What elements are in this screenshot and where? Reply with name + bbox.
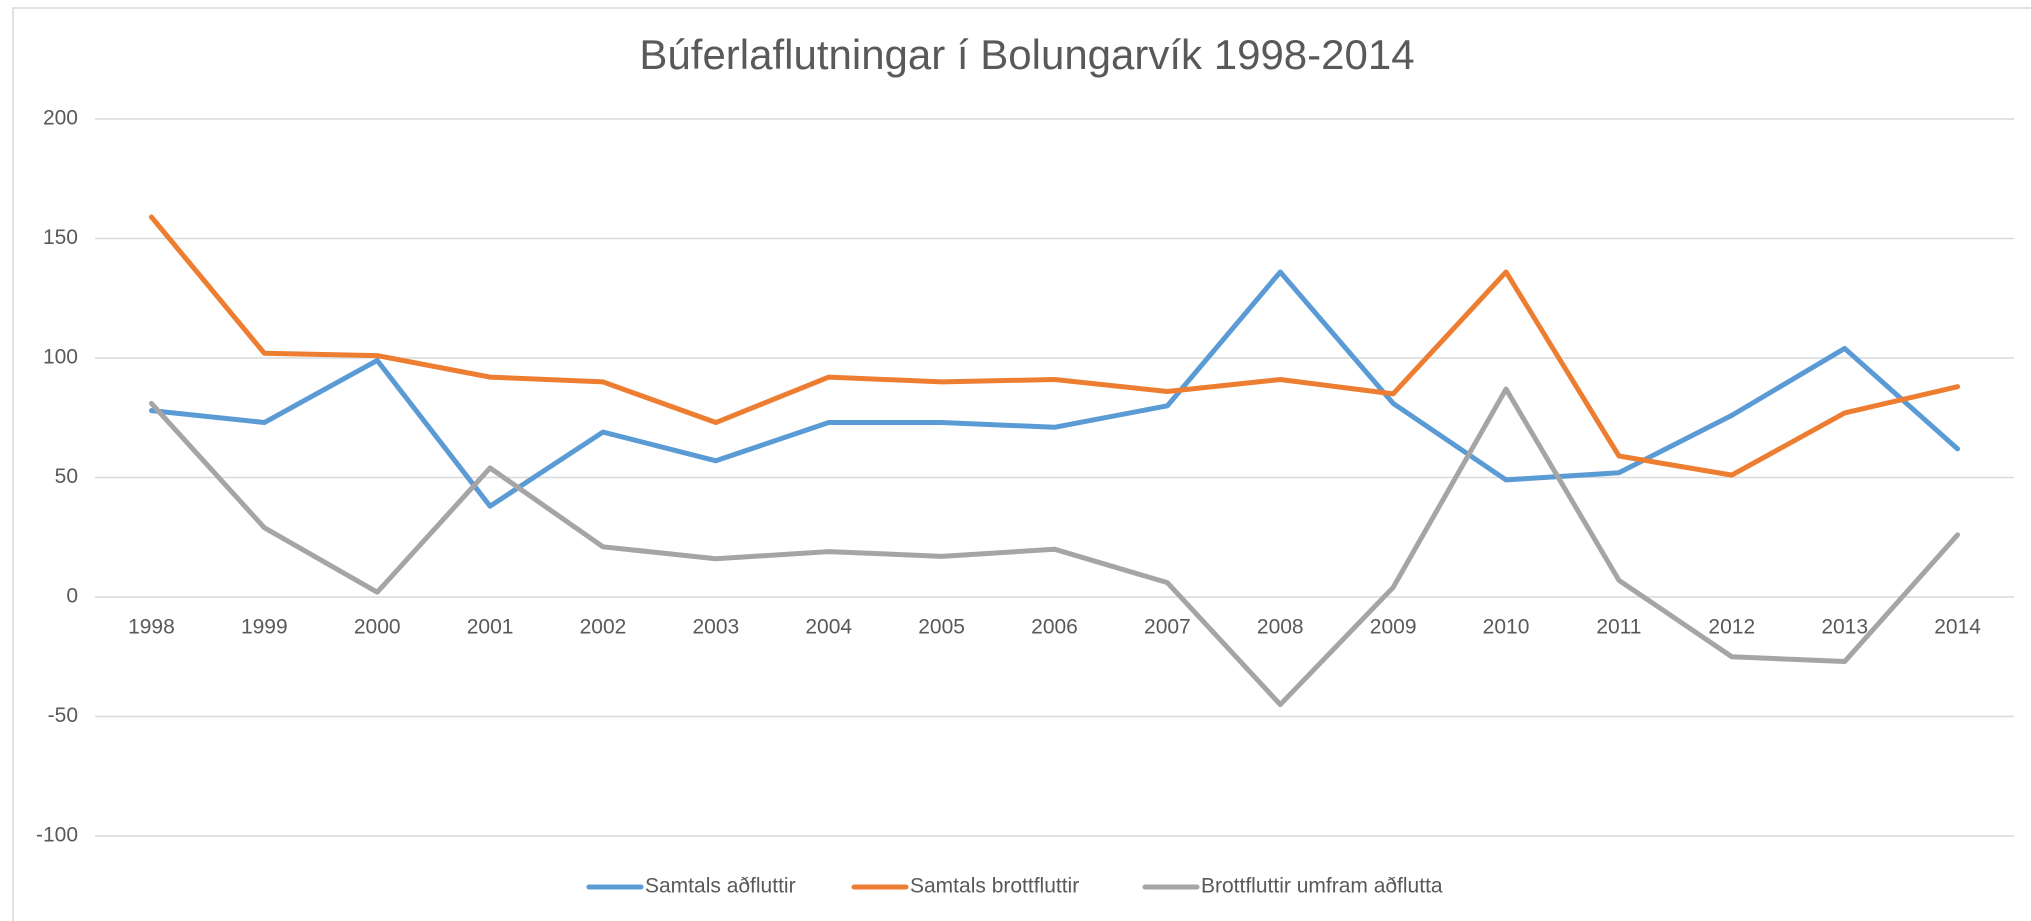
x-tick-label: 2004 [805, 616, 852, 639]
series-line [148, 269, 1961, 509]
x-tick-label: 2006 [1031, 616, 1078, 639]
y-tick-label: 200 [43, 107, 78, 130]
x-tick-label: 2000 [354, 616, 401, 639]
x-tick-label: 2014 [1934, 616, 1981, 639]
x-tick-label: 2001 [467, 616, 514, 639]
x-tick-label: 1998 [128, 616, 175, 639]
y-tick-label: -50 [48, 704, 78, 727]
y-tick-label: 150 [43, 226, 78, 249]
series-line [148, 214, 1961, 478]
series-line [148, 386, 1961, 708]
legend-label: Samtals aðfluttir [645, 875, 796, 898]
x-tick-label: 2003 [692, 616, 739, 639]
x-tick-label: 2009 [1370, 616, 1417, 639]
x-tick-label: 2013 [1821, 616, 1868, 639]
x-tick-label: 2011 [1596, 616, 1641, 639]
y-tick-label: 100 [43, 346, 78, 369]
x-tick-label: 2007 [1144, 616, 1191, 639]
legend-label: Samtals brottfluttir [910, 875, 1079, 898]
x-tick-label: 1999 [241, 616, 288, 639]
y-tick-label: 0 [66, 585, 78, 608]
chart-frame [12, 7, 2031, 921]
y-tick-label: -100 [36, 824, 78, 847]
x-tick-label: 2010 [1483, 616, 1530, 639]
chart-title: Búferlaflutningar í Bolungarvík 1998-201… [639, 31, 1414, 78]
x-tick-label: 2005 [918, 616, 965, 639]
y-tick-label: 50 [55, 465, 78, 488]
x-tick-label: 2002 [580, 616, 627, 639]
legend-label: Brottfluttir umfram aðflutta [1201, 875, 1443, 898]
x-tick-label: 2008 [1257, 616, 1304, 639]
x-tick-label: 2012 [1708, 616, 1755, 639]
